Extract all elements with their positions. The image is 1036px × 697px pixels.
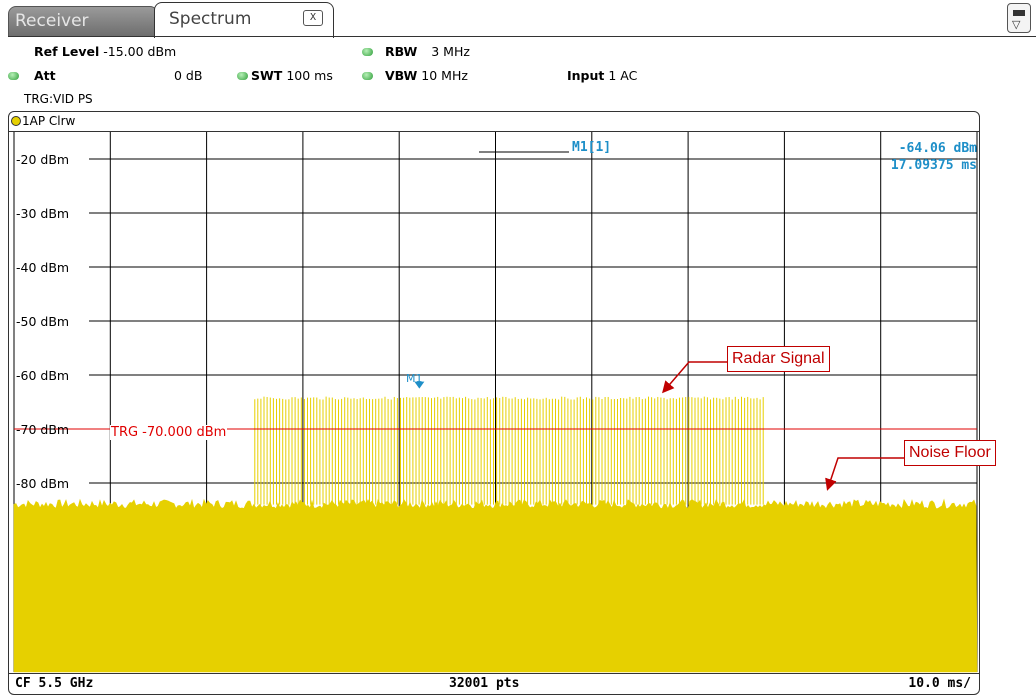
- input-label: Input: [567, 68, 605, 83]
- y-tick-label: -20 dBm: [16, 152, 69, 167]
- vbw-label: VBW: [385, 68, 418, 83]
- marker-flag-label: M1: [406, 372, 423, 385]
- marker-time: 17.09375 ms: [890, 158, 977, 173]
- vbw-status-icon: [362, 72, 373, 80]
- display-menu-button[interactable]: ▽: [1007, 3, 1031, 33]
- noise-floor-trace: [13, 498, 978, 673]
- swt-status-icon: [237, 72, 248, 80]
- trace-header-divider: [9, 131, 979, 132]
- vbw-info: VBW 10 MHz: [385, 68, 468, 83]
- trigger-info: TRG:VID PS: [24, 92, 93, 107]
- vbw-value: 10 MHz: [421, 68, 468, 83]
- close-tab-button[interactable]: X: [303, 10, 323, 26]
- ref-level-label: Ref Level: [34, 44, 100, 59]
- time-per-division: 10.0 ms/: [908, 676, 971, 691]
- noise-floor-callout: Noise Floor: [904, 440, 996, 466]
- att-label: Att: [34, 68, 56, 83]
- triangle-down-icon: ▽: [1012, 18, 1021, 31]
- sweep-points: 32001 pts: [449, 676, 520, 691]
- y-axis-labels: -20 dBm -30 dBm -40 dBm -50 dBm -60 dBm -70 d…: [16, 152, 69, 491]
- radar-signal-callout: Radar Signal: [727, 346, 830, 372]
- window-icon: [1013, 10, 1025, 16]
- radar-pulse-trace: [254, 396, 764, 505]
- spectrum-diagram[interactable]: 1AP Clrw -20 dBm -30 dBm -40 dBm -50 dBm -60…: [8, 111, 980, 695]
- spectrum-plot: -20 dBm -30 dBm -40 dBm -50 dBm -60 dBm -70 d…: [13, 132, 978, 673]
- marker-label: M1[1]: [572, 140, 612, 155]
- tab-receiver-label: Receiver: [15, 11, 89, 31]
- tab-spectrum-label: Spectrum: [169, 9, 252, 29]
- noise-floor-area: [13, 498, 978, 673]
- rbw-info: RBW 3 MHz: [385, 44, 470, 59]
- swt-info: SWT 100 ms: [251, 68, 333, 83]
- att-status-icon: [8, 72, 19, 80]
- ref-level-info: Ref Level -15.00 dBm: [34, 44, 176, 59]
- y-tick-label: -50 dBm: [16, 314, 69, 329]
- marker-triangle-icon: [414, 381, 425, 389]
- trigger-level-label: TRG -70.000 dBm: [110, 425, 228, 440]
- y-tick-label: -40 dBm: [16, 260, 69, 275]
- marker-m1: [414, 151, 569, 389]
- center-frequency: CF 5.5 GHz: [15, 676, 94, 691]
- rbw-status-icon: [362, 48, 373, 56]
- tab-receiver[interactable]: Receiver: [8, 6, 158, 36]
- att-value-info: 0 dB: [174, 68, 202, 83]
- rbw-value: 3 MHz: [431, 44, 470, 59]
- y-tick-label: -30 dBm: [16, 206, 69, 221]
- input-value: 1 AC: [608, 68, 638, 83]
- input-info: Input 1 AC: [567, 68, 637, 83]
- ref-level-value: -15.00 dBm: [103, 44, 177, 59]
- att-value: 0 dB: [174, 68, 203, 83]
- y-tick-label: -70 dBm: [16, 422, 69, 437]
- header-divider: [8, 36, 1036, 37]
- tab-spectrum[interactable]: Spectrum X: [154, 2, 334, 38]
- marker-value: -64.06 dBm: [898, 141, 977, 156]
- tab-bar: Receiver Spectrum X ▽: [0, 0, 1036, 38]
- swt-label: SWT: [251, 68, 283, 83]
- att-info: Att: [34, 68, 56, 83]
- y-tick-label: -80 dBm: [16, 476, 69, 491]
- trace-label: 1AP Clrw: [11, 114, 75, 128]
- trace-indicator-icon: [11, 116, 21, 126]
- swt-value: 100 ms: [286, 68, 333, 83]
- trace-label-text: 1AP Clrw: [22, 114, 76, 128]
- marker-readout: -64.06 dBm 17.09375 ms: [891, 140, 977, 174]
- footer-divider: [9, 673, 979, 674]
- rbw-label: RBW: [385, 44, 418, 59]
- y-tick-label: -60 dBm: [16, 368, 69, 383]
- trigger-text: TRG:VID PS: [24, 92, 93, 106]
